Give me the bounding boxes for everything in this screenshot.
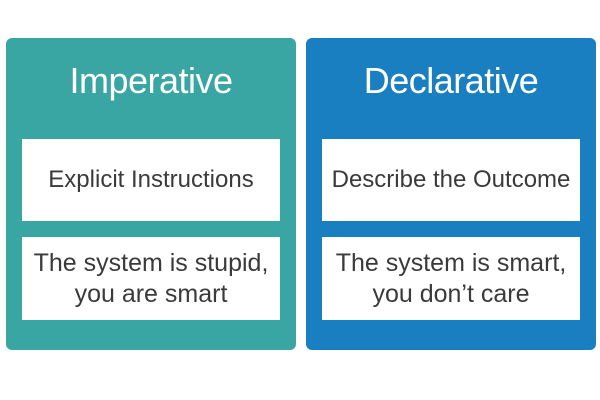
declarative-panel: Declarative Describe the Outcome The sys…: [306, 38, 596, 350]
imperative-card-instructions: Explicit Instructions: [22, 139, 280, 221]
imperative-panel: Imperative Explicit Instructions The sys…: [6, 38, 296, 350]
declarative-card-outcome: Describe the Outcome: [322, 139, 580, 221]
imperative-title: Imperative: [69, 60, 233, 101]
imperative-card-instructions-text: Explicit Instructions: [48, 166, 254, 193]
declarative-card-outcome-text: Describe the Outcome: [331, 166, 571, 193]
imperative-card-system-line1: The system is stupid,: [33, 248, 269, 277]
declarative-card-system-line2: you don’t care: [372, 279, 530, 308]
imperative-card-system: The system is stupid, you are smart: [22, 237, 280, 320]
declarative-card-system-line1: The system is smart,: [335, 248, 567, 277]
imperative-card-system-line2: you are smart: [74, 279, 228, 308]
declarative-card-system: The system is smart, you don’t care: [322, 237, 580, 320]
declarative-title: Declarative: [363, 60, 539, 101]
